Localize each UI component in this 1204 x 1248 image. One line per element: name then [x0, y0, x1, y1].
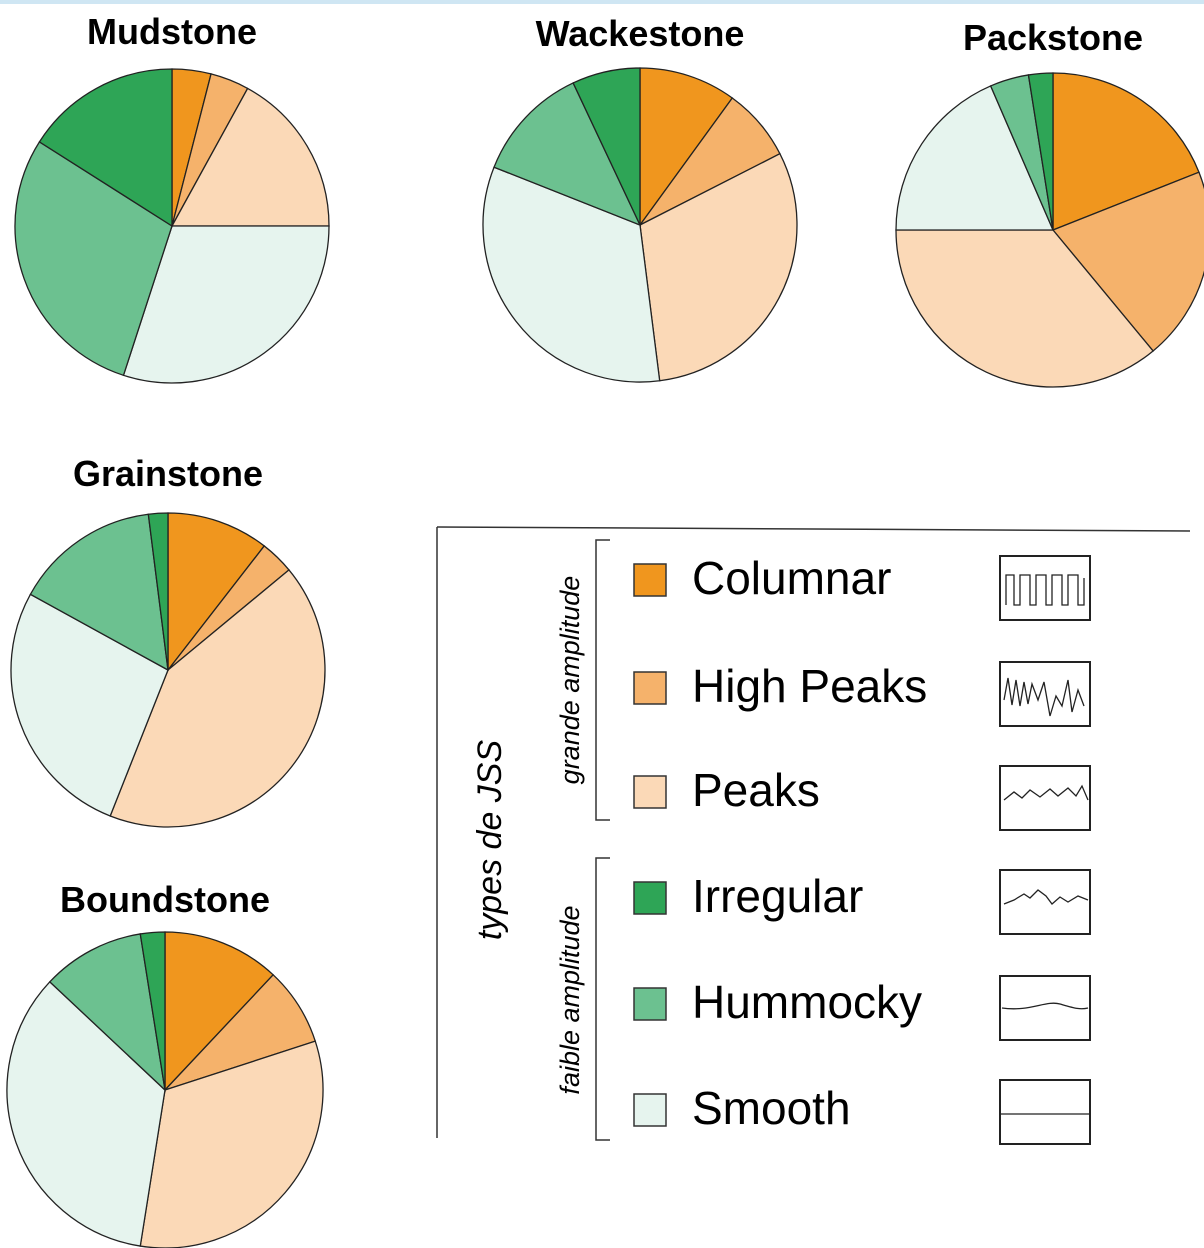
pie-title: Boundstone [60, 879, 270, 920]
pie-slice [639, 67, 734, 228]
pie-slice [29, 513, 169, 672]
pie-slice [482, 166, 661, 383]
legend-group-label: faible amplitude [555, 905, 585, 1094]
pie-slice [139, 1040, 324, 1248]
wave-icons [999, 555, 1091, 1145]
legend-label: Columnar [692, 552, 891, 604]
pie-slice [1052, 72, 1200, 231]
legend-swatch [633, 1093, 667, 1127]
pie-title: Mudstone [87, 11, 257, 52]
pie-slice [170, 87, 330, 227]
pie-slice [14, 140, 173, 377]
legend-group-label: grande amplitude [555, 576, 585, 785]
pie-slice [639, 152, 798, 382]
pie-slice [139, 931, 166, 1091]
pie-slice [38, 68, 173, 228]
pie-slice [48, 933, 166, 1092]
pie-slice [122, 225, 330, 384]
pie-title: Grainstone [73, 453, 263, 494]
pie-slice [147, 512, 169, 671]
legend-title: types de JSS [471, 740, 509, 941]
pie-slice [895, 85, 1054, 231]
pie-slice [1027, 72, 1054, 231]
pie-slice [164, 931, 275, 1092]
pie-title: Packstone [963, 17, 1143, 58]
legend-frame [436, 526, 1191, 1141]
legend-label: Smooth [692, 1082, 851, 1134]
pie-slice [895, 229, 1154, 388]
legend-label: Irregular [692, 870, 863, 922]
pie-slice [572, 67, 641, 226]
legend-label: Hummocky [692, 976, 922, 1028]
legend-label: High Peaks [692, 660, 927, 712]
legend-label: Peaks [692, 764, 820, 816]
legend-swatch [633, 987, 667, 1021]
legend-swatch [633, 881, 667, 915]
pie-slice [1051, 171, 1204, 352]
pie-slice [10, 593, 169, 817]
pie-slice [493, 82, 642, 227]
legend-swatch [633, 563, 667, 597]
pie-slice [109, 569, 326, 828]
top-border [0, 0, 1204, 4]
legend-swatch [633, 775, 667, 809]
pie-slice [6, 980, 166, 1247]
legend-swatch [633, 671, 667, 705]
pie-slice [167, 512, 266, 672]
pie-title: Wackestone [536, 13, 745, 54]
